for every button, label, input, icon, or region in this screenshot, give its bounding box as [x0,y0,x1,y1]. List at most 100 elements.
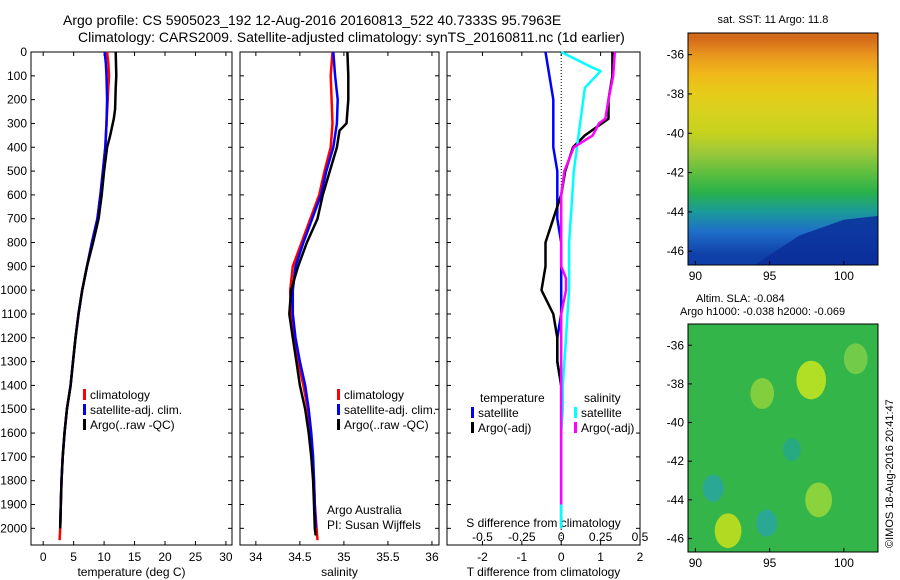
figure-title-line1: Argo profile: CS 5905023_192 12-Aug-2016… [63,12,561,28]
s-tick-label: 0 [558,530,565,544]
x-tick-label: 2 [637,550,644,564]
y-tick-label: 1900 [0,498,27,512]
map-y-tick-label: -36 [667,48,685,62]
sla-anomaly [805,482,832,518]
legend-swatch-climatology [83,389,86,400]
map-sla_map: -36 -38 -40 -42 -44 -46 90 95 100 Altim. SLA: -0.… [667,293,879,570]
y-tick-label: 400 [7,140,27,154]
s-tick-label: 0.25 [589,530,613,544]
panel-salinity: 34 34.5 35 35.5 36 salinity climatologysatelli… [239,51,440,579]
sla-anomaly [796,360,827,400]
x-tick-label: -1 [517,550,528,564]
y-tick-label: 900 [7,259,27,273]
x-tick-label: 20 [158,550,172,564]
map-title: sat. SST: 11 Argo: 11.8 [718,14,829,26]
sla-anomaly [756,509,778,537]
x-tick-label: 5 [70,550,77,564]
y-tick-label: 1200 [0,331,27,345]
map-body [688,33,878,265]
map-title-line1: Altim. SLA: -0.084 [696,293,785,305]
map-y-tick-label: -46 [667,531,685,545]
y-tick-label: 1700 [0,450,27,464]
x-tick-label: 1 [597,550,604,564]
y-tick-label: 2000 [0,521,27,535]
legend-label-sal_satellite: satellite [581,406,622,420]
map-y-tick-label: -36 [667,338,685,352]
x-tick-label: 34.5 [288,550,312,564]
y-tick-label: 600 [7,188,27,202]
y-tick-label: 1800 [0,474,27,488]
map-y-tick-label: -42 [667,166,685,180]
map-title-line2: Argo h1000: -0.038 h2000: -0.069 [680,306,845,318]
y-tick-label: 1500 [0,402,27,416]
legend-label-sal_argo: Argo(-adj) [581,421,634,435]
legend-swatch-satellite [337,404,340,415]
y-tick-label: 1000 [0,283,27,297]
legend-swatch-satellite [83,404,86,415]
legend-swatch-sal_satellite [574,407,577,418]
x-tick-label: 36 [425,550,439,564]
legend-label-climatology: climatology [90,388,150,402]
y-tick-label: 1100 [1,307,27,321]
map-frame [687,323,879,553]
y-tick-label: 200 [7,93,27,107]
sla-anomaly [750,378,775,410]
profile-panels: 0100200300400500600700800900100011001200… [0,45,648,579]
legend-label-satellite: satellite-adj. clim. [344,403,436,417]
s-tick-label: -0.25 [508,530,536,544]
sla-anomaly [714,513,742,549]
map-x-tick-label: 100 [834,556,854,570]
x-tick-label: 0 [40,550,47,564]
sst-cold-region [754,215,878,265]
legend-swatch-satellite [471,407,474,418]
map-y-tick-label: -44 [667,205,685,219]
map-x-tick-label: 95 [763,269,777,283]
legend-label-argo: Argo(-adj) [478,421,531,435]
x-tick-label: 0 [558,550,565,564]
s-tick-label: 0.5 [632,530,649,544]
map-y-tick-label: -40 [667,416,685,430]
y-tick-label: 700 [7,212,27,226]
copyright-note: ©IMOS 18-Aug-2016 20:41:47 [884,399,896,548]
legend-label-argo: Argo(..raw -QC) [344,418,429,432]
x-tick-label: 35 [337,550,351,564]
series-line-argo [288,51,350,536]
legend-title-salinity: salinity [584,391,621,405]
y-tick-label: 0 [20,45,27,59]
sla-anomaly [843,343,868,375]
legend-label-satellite: satellite-adj. clim. [90,403,182,417]
legend-label-satellite: satellite [478,406,519,420]
plot-frame [446,51,641,546]
x-axis-label: T difference from climatology [467,565,621,579]
map-body [688,324,878,552]
map-sst_map: -36 -38 -40 -42 -44 -46 90 95 100 sat. SST: 11 Ar… [667,14,879,283]
map-x-tick-label: 90 [689,269,703,283]
map-panels: -36 -38 -40 -42 -44 -46 90 95 100 sat. SST: 11 Ar… [667,14,879,570]
legend-swatch-argo [83,419,86,430]
map-y-tick-label: -38 [667,377,685,391]
legend-swatch-argo [337,419,340,430]
plot-frame [239,51,440,546]
panel-temperature: 0100200300400500600700800900100011001200… [0,45,233,579]
legend-swatch-argo [471,422,474,433]
x-tick-label: 15 [128,550,142,564]
legend-label-argo: Argo(..raw -QC) [90,418,175,432]
annotation-line: Argo Australia [327,503,402,517]
legend-title-temperature: temperature [480,391,545,405]
map-frame [687,32,879,266]
map-y-tick-label: -38 [667,87,685,101]
x-tick-label: 35.5 [376,550,400,564]
legend-label-climatology: climatology [344,388,404,402]
map-x-tick-label: 100 [834,269,854,283]
y-tick-label: 500 [7,164,27,178]
series-line-sal_argo [559,51,617,505]
x-tick-label: -2 [477,550,488,564]
legend-swatch-climatology [337,389,340,400]
x-axis-label: temperature (deg C) [77,565,185,579]
series-line-argo [58,51,118,529]
x-axis-label: salinity [321,565,358,579]
map-y-tick-label: -44 [667,493,685,507]
sla-anomaly [783,438,801,462]
x-tick-label: 34 [249,550,263,564]
x-tick-label: 30 [219,550,233,564]
